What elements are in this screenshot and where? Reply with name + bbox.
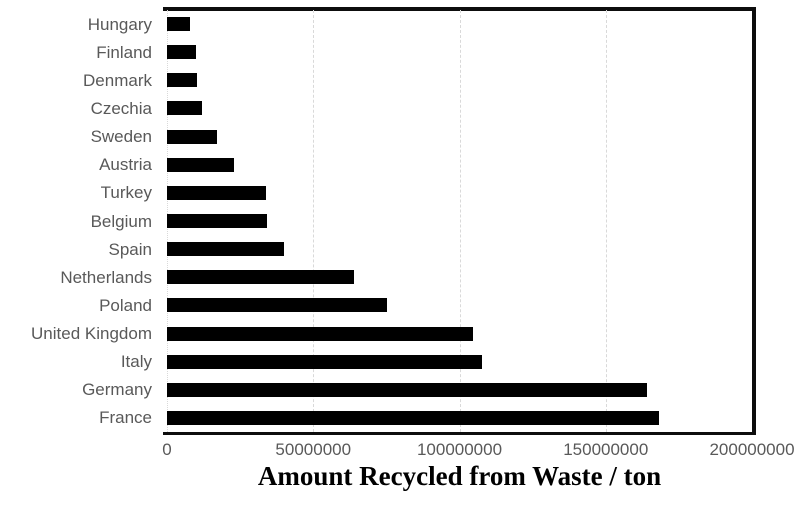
bar	[167, 185, 266, 200]
x-tick-label: 50000000	[275, 440, 352, 459]
bar	[167, 242, 284, 257]
category-label: Spain	[108, 239, 152, 259]
category-label: Czechia	[90, 98, 152, 118]
bar	[167, 410, 660, 425]
category-label: Denmark	[83, 70, 152, 90]
category-label: France	[99, 408, 152, 428]
category-label: United Kingdom	[31, 324, 152, 344]
category-label: Netherlands	[60, 267, 152, 287]
bar	[167, 214, 267, 228]
x-tick-label: 150000000	[563, 440, 649, 459]
bar	[167, 129, 217, 144]
bar	[167, 73, 198, 88]
x-axis-line	[163, 432, 755, 435]
bar	[167, 45, 196, 60]
category-label: Poland	[99, 295, 152, 315]
category-label: Turkey	[100, 183, 152, 203]
category-label: Finland	[96, 42, 152, 62]
gridline	[605, 10, 607, 432]
category-label: Italy	[120, 352, 152, 372]
bar	[167, 157, 234, 172]
bar	[167, 17, 191, 32]
plot-right-border	[752, 7, 756, 435]
gridline	[459, 10, 461, 432]
x-tick-label: 200000000	[709, 440, 795, 459]
plot-top-border	[163, 7, 755, 11]
x-tick-label: 100000000	[416, 440, 503, 459]
category-label: Sweden	[90, 127, 152, 147]
bar	[167, 326, 474, 341]
bar	[167, 270, 355, 285]
bar	[167, 298, 387, 313]
bar	[167, 354, 483, 369]
bar	[167, 382, 647, 397]
category-label: Germany	[82, 380, 152, 400]
category-label: Austria	[99, 155, 152, 175]
category-label: Hungary	[87, 14, 152, 34]
x-tick-label: 0	[162, 440, 172, 459]
plot-area	[167, 10, 752, 432]
x-axis-title: Amount Recycled from Waste / ton	[257, 461, 662, 491]
gridline	[313, 10, 315, 432]
category-label: Belgium	[90, 211, 152, 231]
bar	[167, 101, 202, 116]
